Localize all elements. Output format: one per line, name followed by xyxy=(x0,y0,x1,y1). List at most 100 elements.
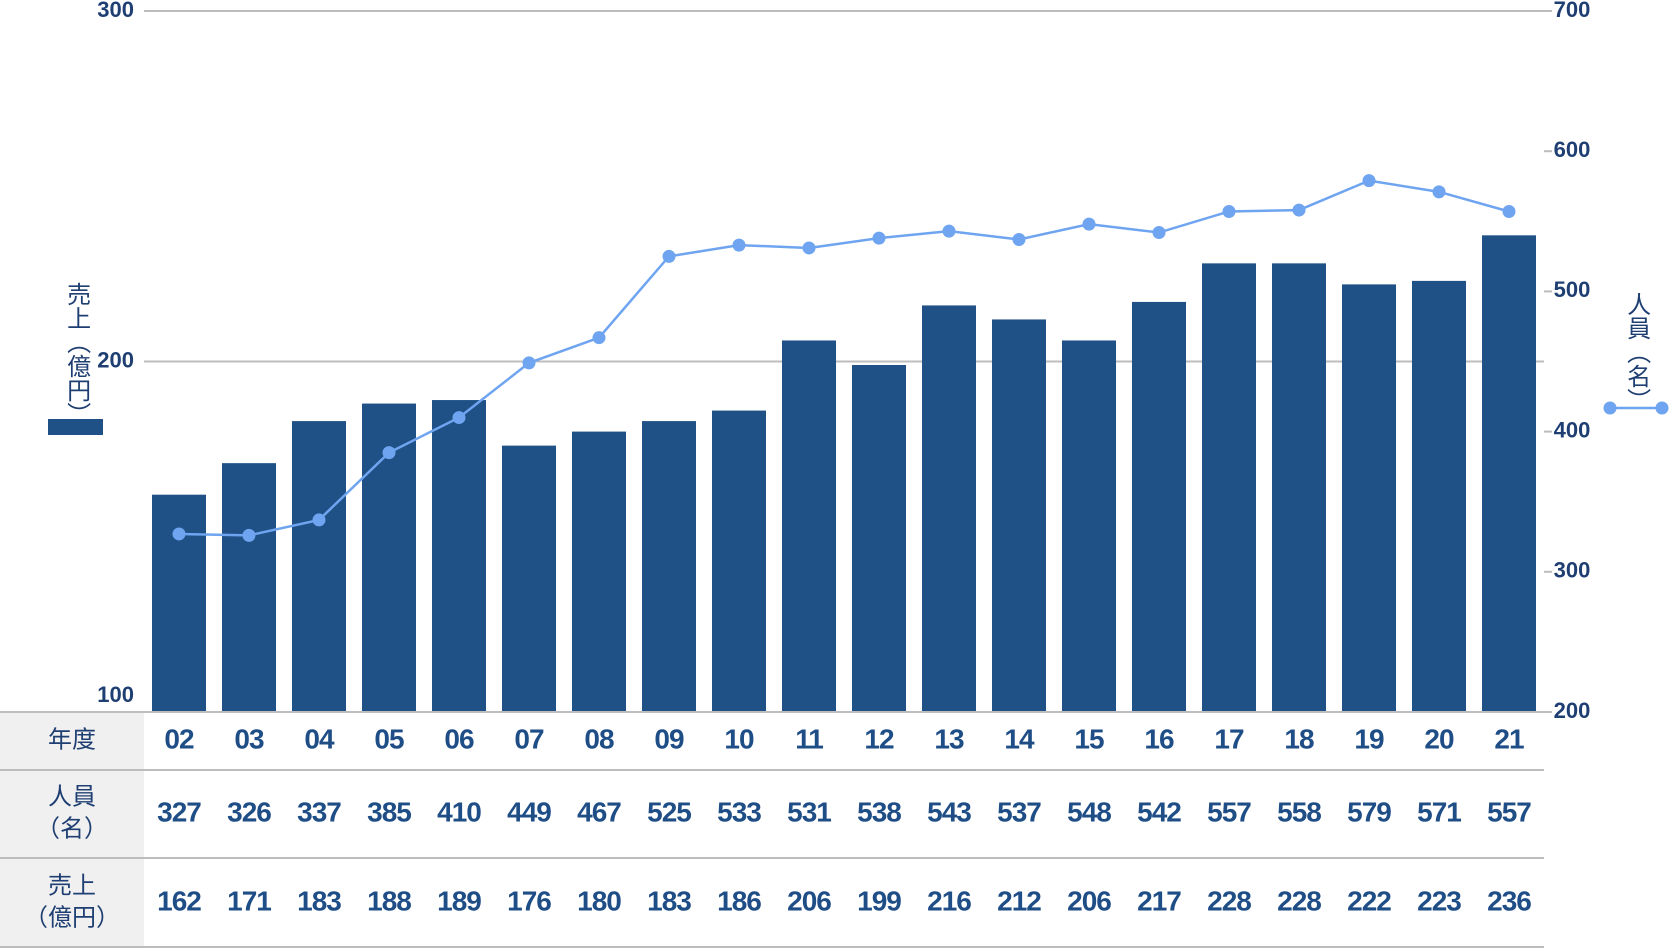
staff-cell: 385 xyxy=(367,796,411,827)
staff-cell: 326 xyxy=(227,796,271,827)
staff-cell: 579 xyxy=(1347,796,1391,827)
category-cell: 04 xyxy=(304,723,335,754)
line-point xyxy=(1362,174,1376,188)
staff-cell: 548 xyxy=(1067,796,1111,827)
y2-tick-label: 700 xyxy=(1554,0,1591,22)
bar xyxy=(992,319,1046,712)
sales-cell: 212 xyxy=(997,885,1041,916)
line-point xyxy=(242,528,256,542)
category-cell: 20 xyxy=(1424,723,1454,754)
bar xyxy=(572,431,626,712)
staff-cell: 467 xyxy=(577,796,621,827)
sales-cell: 217 xyxy=(1137,885,1181,916)
category-cell: 05 xyxy=(374,723,404,754)
bar xyxy=(712,410,766,712)
line-point xyxy=(592,331,606,345)
category-cell: 08 xyxy=(584,723,614,754)
sales-cell: 162 xyxy=(157,885,201,916)
sales-cell: 223 xyxy=(1417,885,1461,916)
category-cell: 10 xyxy=(724,723,754,754)
table-row-label: 年度 xyxy=(48,726,96,753)
category-cell: 09 xyxy=(654,723,684,754)
staff-cell: 557 xyxy=(1207,796,1251,827)
line-point xyxy=(802,241,816,255)
table-row-label: 人員 xyxy=(48,783,96,810)
y2-tick-label: 500 xyxy=(1554,277,1591,302)
legend-swatch xyxy=(48,419,103,435)
sales-cell: 216 xyxy=(927,885,971,916)
sales-cell: 228 xyxy=(1277,885,1321,916)
staff-cell: 571 xyxy=(1417,796,1461,827)
line-point xyxy=(1502,204,1516,218)
line-point xyxy=(732,238,746,252)
line-point xyxy=(1082,217,1096,231)
bar xyxy=(222,463,276,712)
line-point xyxy=(452,411,466,425)
category-cell: 14 xyxy=(1004,723,1035,754)
bar xyxy=(1342,284,1396,712)
staff-cell: 327 xyxy=(157,796,201,827)
category-cell: 02 xyxy=(164,723,194,754)
category-cell: 15 xyxy=(1074,723,1104,754)
sales-cell: 236 xyxy=(1487,885,1531,916)
y-tick-label: 300 xyxy=(97,0,134,22)
legend-marker xyxy=(1603,401,1617,415)
staff-cell: 558 xyxy=(1277,796,1321,827)
legend-label: 人員（名） xyxy=(1623,292,1651,412)
category-cell: 19 xyxy=(1354,723,1384,754)
sales-cell: 186 xyxy=(717,885,761,916)
sales-cell: 176 xyxy=(507,885,551,916)
bar xyxy=(502,445,556,712)
line-point xyxy=(1222,204,1236,218)
sales-cell: 171 xyxy=(227,885,271,916)
category-cell: 11 xyxy=(795,723,823,754)
staff-cell: 337 xyxy=(297,796,341,827)
bar xyxy=(852,365,906,712)
staff-cell: 537 xyxy=(997,796,1041,827)
staff-cell: 531 xyxy=(787,796,831,827)
sales-cell: 189 xyxy=(437,885,481,916)
category-cell: 03 xyxy=(234,723,264,754)
category-cell: 07 xyxy=(514,723,544,754)
sales-cell: 183 xyxy=(647,885,691,916)
sales-cell: 206 xyxy=(1067,885,1111,916)
table-row-label: （名） xyxy=(36,815,108,842)
sales-cell: 183 xyxy=(297,885,341,916)
legend-label: 売上（億円） xyxy=(63,282,91,426)
bar xyxy=(922,305,976,712)
bar xyxy=(152,494,206,712)
sales-cell: 199 xyxy=(857,885,901,916)
legend-marker xyxy=(1655,401,1669,415)
staff-cell: 449 xyxy=(507,796,551,827)
y2-tick-label: 300 xyxy=(1554,558,1591,583)
line-point xyxy=(872,231,886,245)
line-point xyxy=(942,224,956,238)
bar xyxy=(1202,263,1256,712)
sales-cell: 206 xyxy=(787,885,831,916)
staff-cell: 542 xyxy=(1137,796,1181,827)
line-point xyxy=(382,446,396,460)
bar xyxy=(782,340,836,712)
staff-cell: 538 xyxy=(857,796,901,827)
bar xyxy=(1482,235,1536,712)
bar xyxy=(1412,280,1466,712)
y2-tick-label: 400 xyxy=(1554,417,1591,442)
y2-tick-label: 600 xyxy=(1554,137,1591,162)
bar xyxy=(642,421,696,712)
bar xyxy=(1132,301,1186,712)
category-cell: 16 xyxy=(1144,723,1174,754)
line-point xyxy=(522,356,536,370)
bar xyxy=(1062,340,1116,712)
line-point xyxy=(662,249,676,263)
sales-cell: 188 xyxy=(367,885,411,916)
line-point xyxy=(172,527,186,541)
sales-cell: 228 xyxy=(1207,885,1251,916)
table-row-label: （億円） xyxy=(24,904,120,931)
category-cell: 17 xyxy=(1214,723,1244,754)
staff-cell: 557 xyxy=(1487,796,1531,827)
staff-cell: 410 xyxy=(437,796,481,827)
staff-cell: 533 xyxy=(717,796,761,827)
category-cell: 18 xyxy=(1284,723,1314,754)
line xyxy=(178,179,1510,537)
bar xyxy=(1272,263,1326,712)
